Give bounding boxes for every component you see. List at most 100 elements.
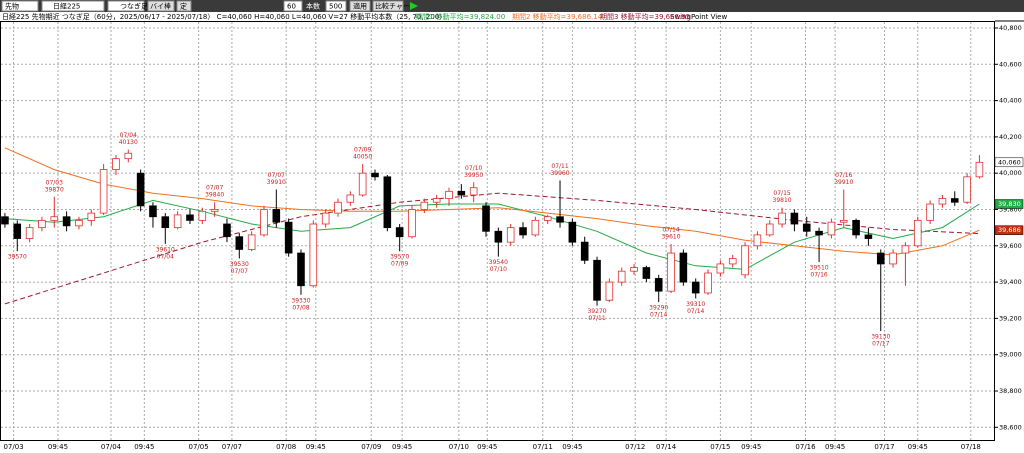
- candle-body: [630, 267, 638, 272]
- play-icon[interactable]: [410, 2, 418, 10]
- mode-select[interactable]: [107, 0, 145, 12]
- annotation-price: 39510: [810, 265, 829, 272]
- candle-body: [25, 227, 34, 239]
- index-select[interactable]: [41, 0, 105, 12]
- candle-body: [297, 252, 305, 287]
- x-tick-label: 09:45: [562, 443, 582, 451]
- annotation-date: 07/08: [292, 304, 309, 311]
- annotation-price: 39290: [649, 305, 668, 312]
- annotation-date: 07/16: [810, 272, 827, 279]
- annotation-date: 07/09: [391, 261, 408, 268]
- candle-body: [963, 176, 971, 203]
- candle-body: [901, 245, 910, 254]
- fixed: 定: [180, 2, 187, 11]
- annotation-price: 39570: [8, 254, 27, 261]
- candle-body: [284, 221, 293, 254]
- candle-body: [642, 267, 651, 279]
- x-tick-label: 09:45: [48, 443, 68, 451]
- annotation-price: 40050: [353, 154, 372, 161]
- annotation-date: 07/04: [120, 132, 137, 139]
- ma-line: [4, 192, 980, 305]
- x-tick-label: 07/05: [189, 443, 209, 451]
- x-tick-label: 07/08: [276, 443, 296, 451]
- candle-body: [38, 219, 46, 229]
- apply-button[interactable]: [349, 0, 371, 12]
- mode: つなぎ足: [120, 2, 148, 11]
- candle-body: [815, 230, 823, 236]
- candle-body: [198, 210, 207, 221]
- candle-body: [778, 212, 786, 225]
- candle-body: [62, 216, 71, 227]
- candle-body: [75, 219, 83, 227]
- candle-body: [112, 158, 120, 170]
- x-tick-label: 07/16: [795, 443, 816, 451]
- toolbar-bg: [0, 0, 1024, 12]
- legend-entry: 期間2 移動平均=39,686.14: [512, 12, 603, 21]
- compare: 比較チャート: [375, 2, 417, 11]
- compare-button[interactable]: [372, 0, 404, 12]
- annotation-date: 07/14: [662, 226, 679, 233]
- price-label-box: [994, 157, 1024, 168]
- candle-body: [950, 198, 959, 203]
- candle-body: [889, 252, 897, 265]
- candle-body: [87, 212, 96, 221]
- candle-body: [272, 209, 281, 223]
- candle-body: [802, 223, 811, 232]
- candle-body: [346, 194, 355, 203]
- candle-body: [593, 259, 601, 301]
- candle-body: [975, 161, 984, 178]
- index: 日経225: [53, 2, 80, 11]
- fixed-button[interactable]: [176, 0, 192, 12]
- candle-body: [741, 245, 749, 276]
- candle-body: [173, 214, 182, 229]
- kind-button[interactable]: [147, 0, 175, 12]
- candle-body: [457, 190, 466, 196]
- ma-line: [4, 147, 980, 256]
- x-tick-label: 09:45: [908, 443, 928, 451]
- count-input[interactable]: [325, 0, 347, 12]
- x-tick-label: 07/18: [961, 443, 981, 451]
- count-label: 本数: [306, 2, 320, 11]
- candle-body: [790, 212, 799, 225]
- y-tick-label: 38,600: [999, 423, 1022, 431]
- y-tick-label: 40,600: [999, 60, 1022, 68]
- candle-body: [494, 230, 503, 243]
- annotation-date: 07/14: [650, 312, 667, 319]
- annotation-price: 40130: [119, 139, 138, 146]
- y-tick-label: 39,800: [999, 205, 1022, 213]
- candle-body: [519, 227, 527, 236]
- y-tick-label: 40,400: [999, 97, 1022, 105]
- x-tick-label: 07/09: [361, 443, 381, 451]
- annotation-price: 39530: [230, 261, 249, 268]
- annotation-price: 39910: [267, 179, 286, 186]
- annotation-date: 07/11: [588, 315, 605, 322]
- market-select[interactable]: [1, 0, 39, 12]
- price-label-box: [994, 199, 1024, 209]
- chart-title: 日経225 先物期近 つなぎ足（60分，2025/06/17 - 2025/07…: [2, 12, 446, 21]
- annotation-price: 39540: [489, 259, 508, 266]
- annotation-date: 07/16: [835, 172, 852, 179]
- price-label-box: [994, 225, 1024, 235]
- candle-body: [358, 172, 367, 196]
- y-tick-label: 40,200: [999, 133, 1022, 141]
- candle-body: [408, 209, 416, 238]
- y-tick-label: 38,800: [999, 387, 1022, 395]
- annotation-date: 07/15: [773, 190, 790, 197]
- annotation-date: 07/14: [687, 308, 704, 315]
- apply: 適用: [353, 2, 367, 11]
- candle-body: [223, 223, 231, 238]
- candle-body: [543, 216, 552, 221]
- y-tick-label: 39,600: [999, 242, 1022, 250]
- x-tick-label: 09:45: [306, 443, 326, 451]
- candle-body: [1, 216, 9, 225]
- candle-body: [395, 227, 404, 238]
- candle-body: [161, 216, 170, 229]
- candle-body: [235, 236, 244, 250]
- candle-body: [926, 203, 934, 221]
- candle-body: [654, 278, 663, 292]
- period-input[interactable]: [283, 0, 303, 12]
- annotation-date: 07/03: [46, 179, 63, 186]
- candle-body: [247, 234, 256, 250]
- market: 先物: [5, 2, 19, 11]
- annotation-price: 39330: [291, 297, 310, 304]
